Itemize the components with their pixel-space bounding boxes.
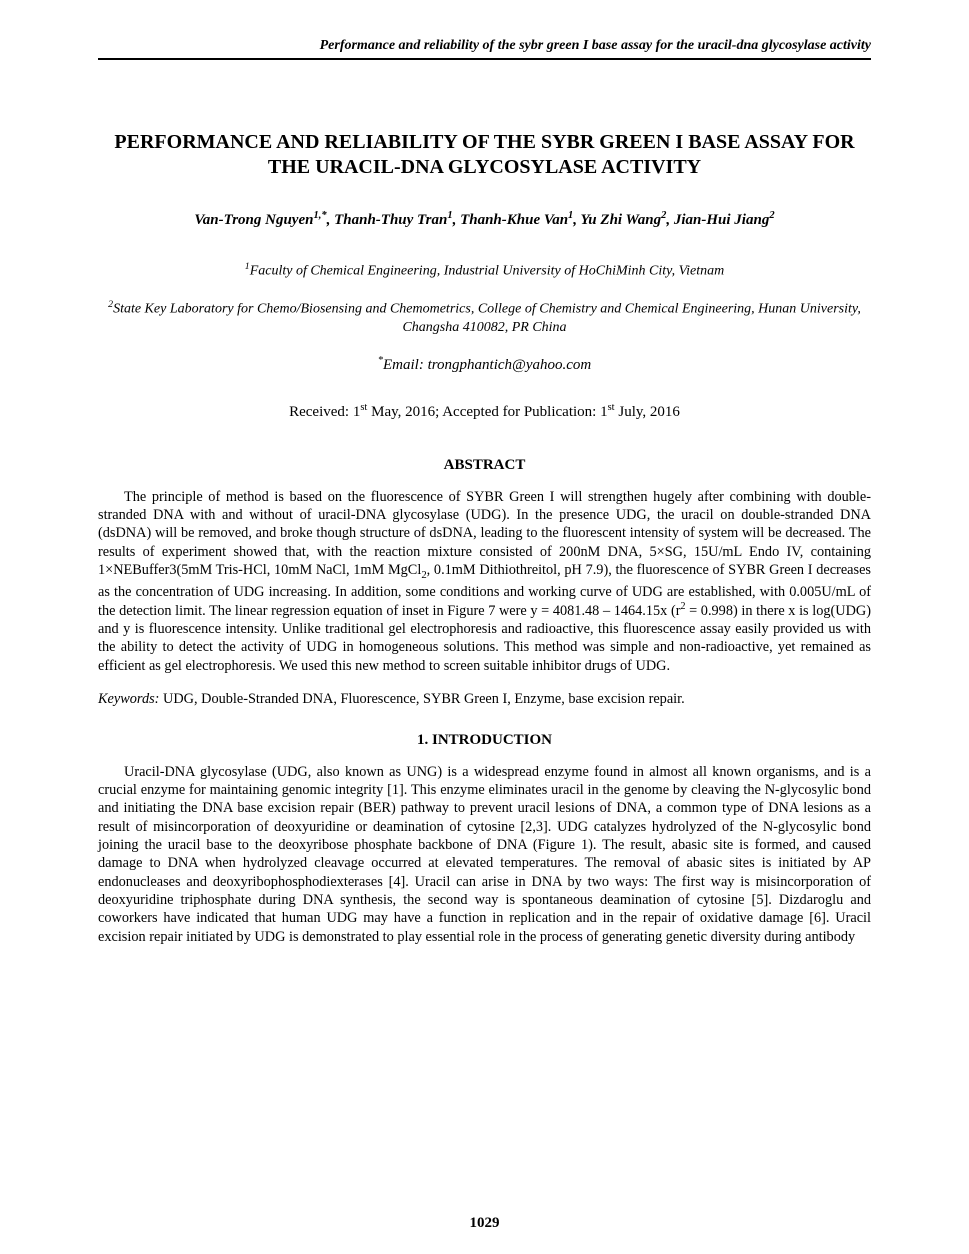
abstract-body: The principle of method is based on the … bbox=[98, 488, 871, 675]
affiliation-1: 1Faculty of Chemical Engineering, Indust… bbox=[98, 261, 871, 281]
page-number: 1029 bbox=[0, 1215, 969, 1232]
introduction-heading: 1. INTRODUCTION bbox=[98, 732, 871, 749]
publication-dates: Received: 1st May, 2016; Accepted for Pu… bbox=[98, 402, 871, 421]
corresponding-email: *Email: trongphantich@yahoo.com bbox=[98, 355, 871, 374]
introduction-body: Uracil-DNA glycosylase (UDG, also known … bbox=[98, 763, 871, 946]
abstract-heading: ABSTRACT bbox=[98, 457, 871, 474]
affiliation-2: 2State Key Laboratory for Chemo/Biosensi… bbox=[98, 299, 871, 337]
article-title: PERFORMANCE AND RELIABILITY OF THE SYBR … bbox=[98, 130, 871, 180]
keywords-text: UDG, Double-Stranded DNA, Fluorescence, … bbox=[159, 691, 684, 707]
keywords-label: Keywords: bbox=[98, 691, 159, 707]
author-list: Van-Trong Nguyen1,*, Thanh-Thuy Tran1, T… bbox=[98, 210, 871, 229]
keywords: Keywords: UDG, Double-Stranded DNA, Fluo… bbox=[98, 691, 871, 708]
running-header: Performance and reliability of the sybr … bbox=[98, 38, 871, 60]
